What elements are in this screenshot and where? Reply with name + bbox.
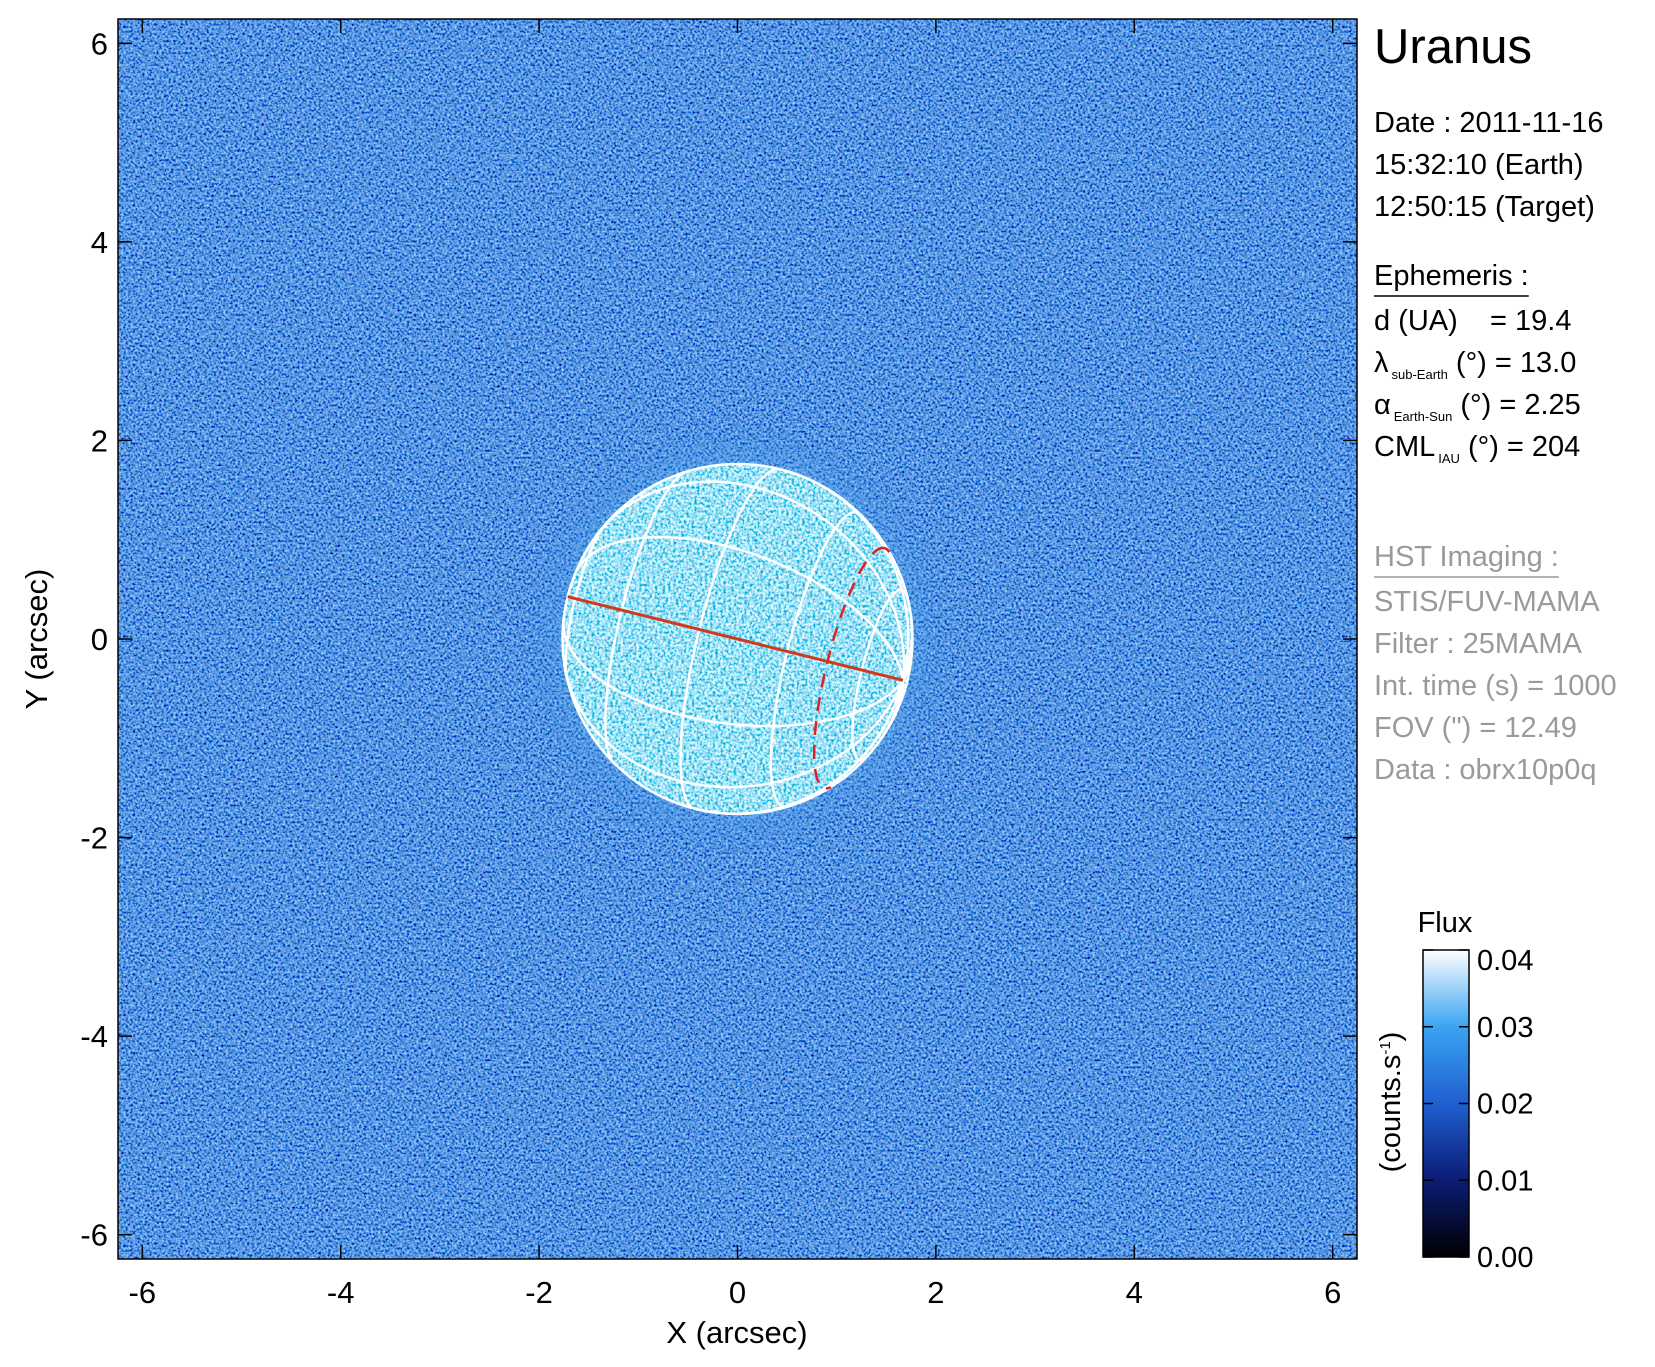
x-tick-label: 4	[1126, 1275, 1143, 1310]
colorbar-tick-label: 0.03	[1477, 1012, 1533, 1044]
x-tick-label: 6	[1324, 1275, 1341, 1310]
colorbar-tick-label: 0.04	[1477, 945, 1533, 977]
colorbar-tick-label: 0.01	[1477, 1165, 1533, 1197]
y-tick-label: 0	[91, 622, 108, 657]
imaging-line: Filter : 25MAMA	[1374, 628, 1583, 660]
ephemeris-line: λ sub-Earth (°) = 13.0	[1374, 347, 1576, 382]
planet	[518, 420, 957, 858]
colorbar-tick-label: 0.02	[1477, 1089, 1533, 1121]
x-tick-label: -6	[129, 1275, 157, 1310]
unit-text: )	[1375, 1032, 1407, 1042]
colorbar-unit: (counts.s-1)	[1375, 1032, 1407, 1173]
ephemeris-symbol: λ	[1374, 347, 1389, 379]
y-tick-label: -2	[80, 821, 108, 856]
date-line: 15:32:10 (Earth)	[1374, 149, 1584, 181]
y-tick-label: -6	[80, 1218, 108, 1253]
x-axis-label: X (arcsec)	[666, 1315, 807, 1350]
imaging-heading: HST Imaging :	[1374, 541, 1559, 573]
y-axis-label: Y (arcsec)	[19, 569, 54, 710]
y-tick-label: 4	[91, 225, 108, 260]
x-tick-label: -4	[327, 1275, 355, 1310]
title: Uranus	[1374, 20, 1532, 74]
meridian-line	[562, 618, 904, 728]
date-line: 12:50:15 (Target)	[1374, 191, 1595, 223]
date-line: Date : 2011-11-16	[1374, 107, 1603, 139]
ephemeris-value: (°) = 204	[1460, 431, 1580, 463]
axis-line	[567, 595, 904, 682]
planet-limb	[561, 462, 914, 816]
meridian-line	[562, 661, 905, 789]
ephemeris-line: α Earth-Sun (°) = 2.25	[1374, 389, 1581, 424]
imaging-line: Int. time (s) = 1000	[1374, 670, 1617, 702]
y-tick-label: -4	[80, 1019, 108, 1054]
ephemeris-line: d (UA) = 19.4	[1374, 305, 1571, 337]
x-tick-label: 2	[927, 1275, 944, 1310]
y-tick-label: 6	[91, 26, 108, 61]
ephemeris-subscript: Earth-Sun	[1394, 409, 1453, 424]
meridian-line	[573, 535, 905, 681]
dashed-latitude	[812, 546, 891, 790]
colorbar-tick-label: 0.00	[1477, 1242, 1533, 1274]
unit-text: (counts.s	[1375, 1055, 1407, 1173]
imaging-line: Data : obrx10p0q	[1374, 754, 1596, 786]
y-tick-label: 2	[91, 423, 108, 458]
ephemeris-subscript: IAU	[1438, 451, 1460, 466]
ephemeris-subscript: sub-Earth	[1392, 367, 1448, 382]
unit-exponent: -1	[1377, 1041, 1394, 1054]
imaging-line: FOV (") = 12.49	[1374, 712, 1577, 744]
colorbar-title: Flux	[1418, 907, 1473, 939]
meridian-line	[593, 480, 906, 681]
ephemeris-value: (°) = 2.25	[1452, 389, 1580, 421]
ephemeris-symbol: CML	[1374, 431, 1435, 463]
image-area	[118, 19, 1357, 1259]
x-tick-label: -2	[525, 1275, 553, 1310]
imaging-line: STIS/FUV-MAMA	[1374, 586, 1600, 618]
x-tick-label: 0	[729, 1275, 746, 1310]
ephemeris-value: (°) = 13.0	[1448, 347, 1576, 379]
ephemeris-line: CML IAU (°) = 204	[1374, 431, 1580, 466]
ephemeris-heading: Ephemeris :	[1374, 260, 1529, 292]
ephemeris-symbol: α	[1374, 389, 1391, 421]
